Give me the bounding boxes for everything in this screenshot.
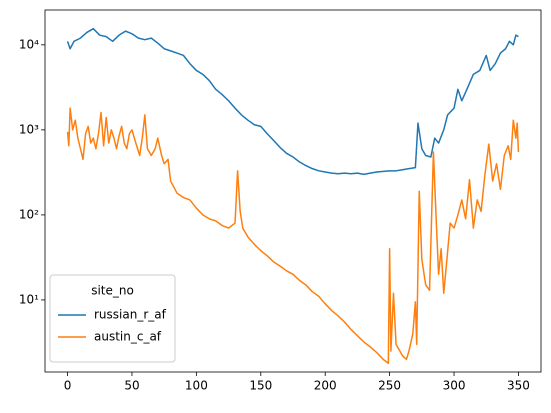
legend-title: site_no — [91, 284, 134, 298]
legend-label: russian_r_af — [94, 308, 167, 322]
y-tick-label: 10¹ — [19, 292, 39, 306]
lines — [66, 27, 520, 364]
axes-frame — [44, 9, 542, 373]
y-tick-label: 10³ — [19, 122, 39, 136]
x-tick-label: 200 — [314, 379, 337, 393]
x-tick-label: 50 — [124, 379, 139, 393]
x-tick-label: 300 — [443, 379, 466, 393]
x-tick-label: 350 — [507, 379, 530, 393]
x-tick-label: 100 — [185, 379, 208, 393]
x-tick-label: 0 — [64, 379, 72, 393]
x-tick-label: 150 — [249, 379, 272, 393]
y-tick-label: 10² — [19, 207, 39, 221]
legend-label: austin_c_af — [94, 330, 162, 344]
legend-box — [49, 274, 176, 363]
series-line — [66, 107, 520, 364]
y-tick-label: 10⁴ — [19, 37, 39, 51]
series-line — [66, 27, 519, 176]
x-tick-label: 250 — [378, 379, 401, 393]
